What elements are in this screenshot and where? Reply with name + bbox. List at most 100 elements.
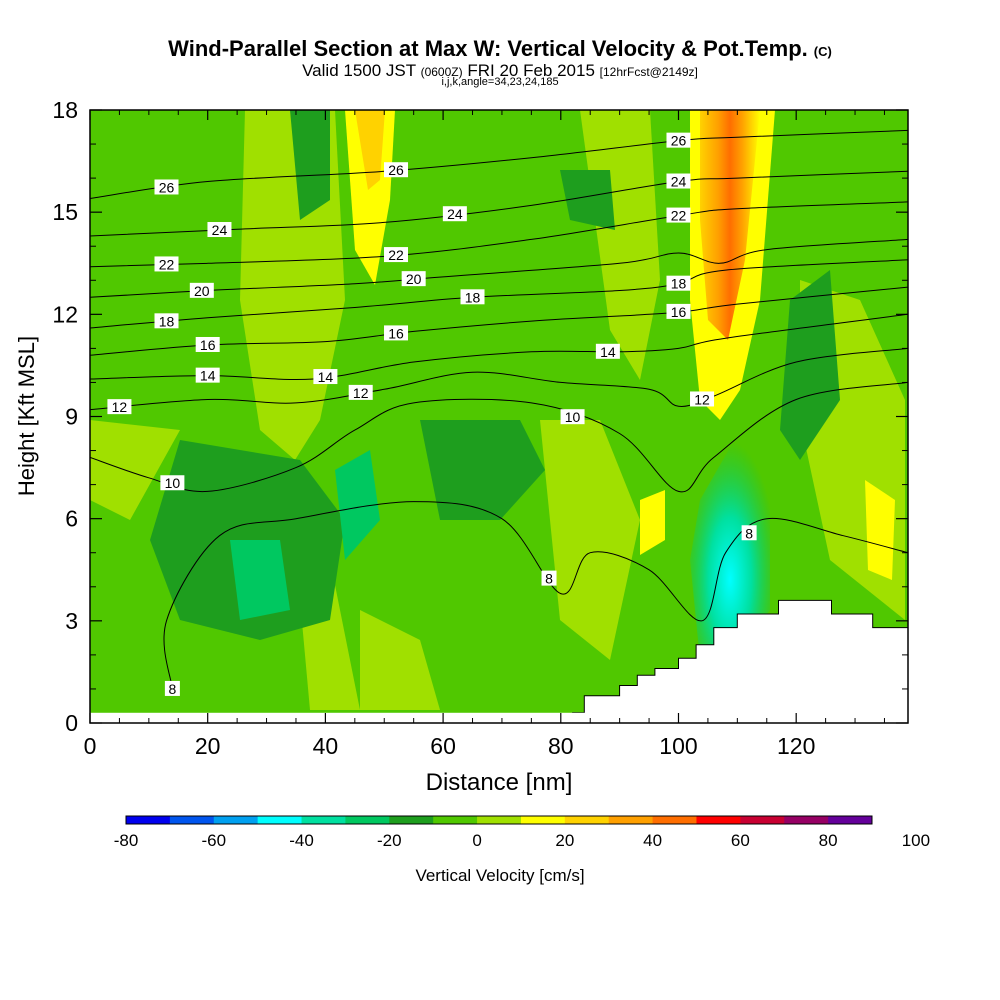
contour-label: 16 (671, 304, 687, 320)
contour-label: 18 (159, 313, 175, 329)
contour-label-box (666, 207, 691, 223)
contour-label: 18 (671, 276, 687, 292)
contour-label-box (154, 256, 179, 272)
contour-label: 10 (165, 475, 181, 491)
colorbar-frame (125, 815, 873, 825)
colorbar: -80 -60 -40 -20 0 20 40 60 80 100 (114, 815, 930, 850)
colorbar-tick-label: -40 (289, 831, 314, 850)
contour-label: 26 (388, 162, 404, 178)
moderate-downdraft-band (230, 540, 290, 620)
colorbar-tick-label: 100 (902, 831, 930, 850)
contour-label-box (384, 247, 409, 263)
weak-downdraft-band (560, 170, 615, 230)
colorbar-swatch (213, 816, 259, 824)
colorbar-swatch (608, 816, 654, 824)
x-tick-label: 80 (548, 733, 574, 759)
x-tick-label: 60 (430, 733, 456, 759)
contour-line (163, 501, 908, 689)
contour-label-box (595, 343, 620, 359)
contour-label-box (189, 282, 214, 298)
y-axis: 0 3 6 9 12 15 18 (52, 97, 908, 736)
x-axis: 0 20 40 60 80 100 120 (84, 110, 885, 759)
contour-label-box (348, 384, 373, 400)
contour-line (90, 313, 908, 381)
contour-label-box (741, 525, 757, 541)
contour-label: 10 (565, 409, 581, 425)
contour-label: 22 (388, 247, 404, 263)
contour-label: 22 (671, 208, 687, 224)
copyright-mark: (C) (813, 44, 832, 59)
colorbar-swatch (740, 816, 785, 824)
colorbar-swatch (652, 816, 697, 824)
updraft-cell-small (640, 490, 665, 555)
contour-label: 22 (159, 256, 175, 272)
contour-label: 16 (388, 325, 404, 341)
contour-line (90, 347, 908, 411)
y-tick-label: 3 (65, 608, 78, 634)
contour-label: 24 (212, 222, 228, 238)
y-tick-label: 9 (65, 404, 78, 430)
colorbar-swatch (564, 816, 610, 824)
y-tick-label: 0 (65, 710, 78, 736)
contour-label-box (690, 391, 715, 407)
contour-label: 12 (353, 385, 369, 401)
colorbar-tick-label: 20 (555, 831, 574, 850)
contour-label-box (195, 336, 220, 352)
chart-indices: i,j,k,angle=34,23,24,185 (441, 76, 559, 88)
contour-line (90, 286, 908, 356)
chart-subtitle: Valid 1500 JST (0600Z) FRI 20 Feb 2015 [… (302, 61, 698, 80)
colorbar-swatch (301, 816, 346, 824)
weak-updraft-band (540, 420, 640, 660)
contour-line (90, 170, 908, 237)
contour-label-box (207, 222, 232, 238)
colorbar-swatch (126, 816, 171, 824)
contour-label-box (154, 313, 179, 329)
contour-label-box (666, 275, 691, 291)
contour-label: 8 (745, 525, 753, 541)
contour-line (90, 238, 908, 298)
contour-label: 24 (447, 206, 463, 222)
colorbar-swatch (784, 816, 829, 824)
updraft-band-left (345, 110, 395, 285)
contour-label-box (384, 325, 409, 341)
colorbar-swatch (169, 816, 215, 824)
contour-label: 14 (600, 344, 616, 360)
contour-label-box (154, 179, 179, 195)
colorbar-label: Vertical Velocity [cm/s] (415, 866, 584, 885)
contour-label-box (160, 475, 185, 491)
contour-label: 20 (194, 283, 210, 299)
contour-label: 12 (112, 399, 128, 415)
x-tick-label: 120 (777, 733, 815, 759)
contour-label: 14 (200, 368, 216, 384)
ground-strip (90, 712, 632, 723)
moderate-downdraft-band (335, 450, 380, 560)
contour-label: 18 (465, 289, 481, 305)
colorbar-tick-label: -80 (114, 831, 139, 850)
contour-label-box (666, 303, 691, 319)
contour-label-box (460, 289, 485, 305)
colorbar-swatch (345, 816, 390, 824)
contour-label: 16 (200, 337, 216, 353)
x-tick-label: 0 (84, 733, 97, 759)
updraft-band-left-core (355, 110, 385, 190)
contour-label: 12 (694, 391, 710, 407)
contour-label: 14 (318, 369, 334, 385)
contour-label-box (164, 680, 180, 696)
weak-updraft-band (90, 420, 180, 520)
colorbar-tick-label: -20 (377, 831, 402, 850)
contour-line (90, 129, 908, 199)
colorbar-swatch (520, 816, 566, 824)
colorbar-tick-label: 40 (643, 831, 662, 850)
weak-downdraft-band (780, 270, 840, 460)
contour-line (90, 381, 908, 493)
colorbar-swatch (828, 816, 873, 824)
contour-label-box (560, 409, 585, 425)
contour-label: 8 (168, 681, 176, 697)
contour-label-box (384, 162, 409, 178)
colorbar-swatch (696, 816, 741, 824)
colorbar-swatch (257, 816, 303, 824)
contour-label-box (442, 206, 467, 222)
downdraft-core (690, 430, 770, 660)
